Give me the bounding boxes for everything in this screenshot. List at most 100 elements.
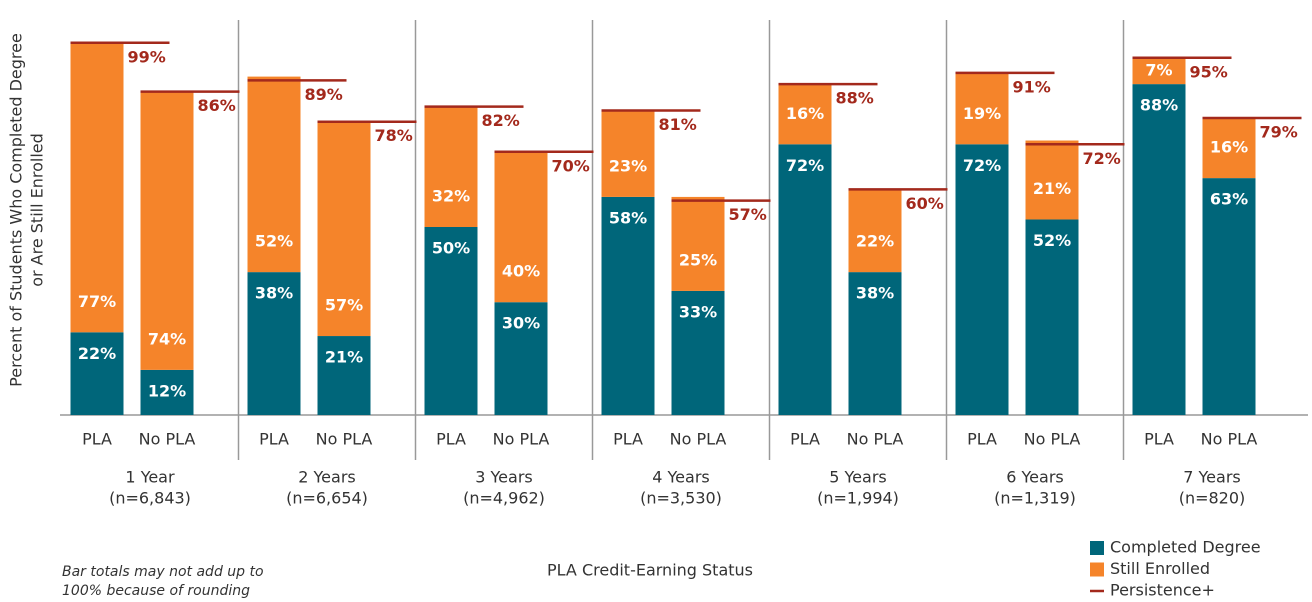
segment-label: 22% (78, 344, 116, 363)
bar-segment (424, 106, 478, 227)
x-tick-label: PLA (82, 430, 112, 449)
bar-segment (70, 42, 124, 333)
bar-segment (601, 110, 655, 197)
bar-segment (494, 302, 548, 415)
persistence-label: 72% (1083, 149, 1121, 168)
persistence-label: 70% (552, 156, 590, 175)
persistence-label: 81% (659, 115, 697, 134)
bar-segment (1202, 178, 1256, 415)
x-tick-label: No PLA (670, 430, 727, 449)
segment-label: 16% (1210, 138, 1248, 157)
segment-label: 16% (786, 104, 824, 123)
persistence-label: 82% (482, 111, 520, 130)
segment-label: 74% (148, 329, 186, 348)
x-tick-label: PLA (790, 430, 820, 449)
persistence-label: 91% (1013, 77, 1051, 96)
bar-segment (1132, 84, 1186, 416)
bar-segment (955, 144, 1009, 415)
group-label: 5 Years (829, 468, 886, 487)
bar-segment (424, 227, 478, 415)
segment-label: 25% (679, 250, 717, 269)
x-tick-label: No PLA (1201, 430, 1258, 449)
bar-segment (1025, 140, 1079, 220)
y-axis-title: Percent of Students Who Completed Degree… (7, 33, 47, 387)
segment-label: 23% (609, 156, 647, 175)
x-tick-label: No PLA (1024, 430, 1081, 449)
group-label: 4 Years (652, 468, 709, 487)
note: 100% because of rounding (62, 583, 250, 599)
segment-label: 72% (786, 156, 824, 175)
x-tick-label: No PLA (316, 430, 373, 449)
bar-segment (317, 336, 371, 415)
group-count: (n=3,530) (640, 489, 722, 508)
bar-segment (1132, 57, 1186, 85)
segment-label: 38% (255, 284, 293, 303)
legend-label: Persistence+ (1110, 581, 1215, 600)
group-label: 7 Years (1183, 468, 1240, 487)
segment-label: 57% (325, 296, 363, 315)
bar-segment (70, 332, 124, 415)
segment-label: 30% (502, 314, 540, 333)
x-tick-label: No PLA (493, 430, 550, 449)
segment-label: 38% (856, 284, 894, 303)
segment-label: 77% (78, 292, 116, 311)
bar-segment (247, 76, 301, 273)
group-label: 6 Years (1006, 468, 1063, 487)
persistence-label: 60% (906, 194, 944, 213)
bar-segment (778, 84, 832, 145)
x-tick-label: PLA (967, 430, 997, 449)
bar-segment (778, 144, 832, 415)
segment-label: 7% (1145, 60, 1172, 79)
group-count: (n=6,843) (109, 489, 191, 508)
group-count: (n=4,962) (463, 489, 545, 508)
legend-label: Completed Degree (1110, 538, 1261, 557)
group-label: 1 Year (125, 468, 175, 487)
persistence-label: 86% (198, 96, 236, 115)
segment-label: 72% (963, 156, 1001, 175)
legend-swatch (1090, 562, 1104, 577)
segment-label: 21% (1033, 179, 1071, 198)
bar-segment (671, 196, 725, 291)
bar-segment (1202, 117, 1256, 179)
segment-label: 63% (1210, 190, 1248, 209)
bar-segment (247, 272, 301, 415)
x-tick-label: No PLA (847, 430, 904, 449)
note: Bar totals may not add up to (62, 564, 264, 580)
x-tick-label: PLA (613, 430, 643, 449)
persistence-label: 78% (375, 126, 413, 145)
segment-label: 19% (963, 104, 1001, 123)
group-count: (n=820) (1179, 489, 1246, 508)
group-label: 3 Years (475, 468, 532, 487)
persistence-label: 88% (836, 89, 874, 108)
bar-segment (494, 151, 548, 303)
x-tick-label: No PLA (139, 430, 196, 449)
bar-segment (601, 196, 655, 415)
segment-label: 40% (502, 262, 540, 281)
group-label: 2 Years (298, 468, 355, 487)
segment-label: 58% (609, 208, 647, 227)
segment-label: 22% (856, 232, 894, 251)
segment-label: 32% (432, 187, 470, 206)
persistence-label: 57% (729, 205, 767, 224)
bar-segment (140, 369, 194, 415)
legend-label: Still Enrolled (1110, 559, 1210, 578)
persistence-label: 99% (128, 47, 166, 66)
segment-label: 33% (679, 302, 717, 321)
persistence-label: 89% (305, 85, 343, 104)
bar-segment (317, 121, 371, 337)
segment-label: 52% (1033, 231, 1071, 250)
segment-label: 50% (432, 239, 470, 258)
bar-segment (1025, 219, 1079, 415)
segment-label: 21% (325, 348, 363, 367)
persistence-label: 95% (1190, 62, 1228, 81)
legend-swatch (1090, 541, 1104, 555)
segment-label: 52% (255, 232, 293, 251)
group-count: (n=1,994) (817, 489, 899, 508)
x-tick-label: PLA (1144, 430, 1174, 449)
group-count: (n=1,319) (994, 489, 1076, 508)
x-axis-title: PLA Credit-Earning Status (547, 561, 753, 580)
group-count: (n=6,654) (286, 489, 368, 508)
persistence-label: 79% (1260, 122, 1298, 141)
y-axis-title-line: or Are Still Enrolled (28, 133, 47, 287)
